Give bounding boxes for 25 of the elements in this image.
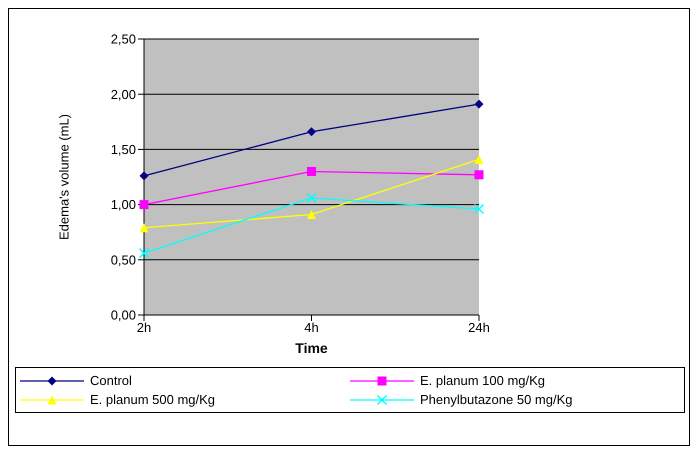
point: [474, 100, 484, 109]
x-tick-label: 4h: [304, 320, 319, 336]
y-tick-label: 1,50: [110, 142, 136, 158]
y-tick-label: 1,00: [110, 197, 136, 212]
y-axis-title: Edema's volume (mL): [56, 114, 72, 240]
x-tick-label: 2h: [136, 320, 152, 336]
point: [307, 127, 316, 136]
y-tick-label: 0,50: [110, 252, 136, 268]
legend-label: E. planum 500 mg/Kg: [90, 392, 216, 407]
point: [307, 166, 316, 176]
y-tick-label: 2,00: [110, 86, 136, 102]
point: [307, 210, 316, 220]
y-tick-label: 0,00: [110, 308, 136, 323]
point: [474, 170, 484, 180]
point: [474, 204, 484, 214]
point: [140, 171, 148, 180]
x-axis-title: Time: [295, 340, 328, 356]
point: [140, 223, 148, 232]
legend-label: Control: [90, 373, 132, 388]
y-tick-label: 2,50: [110, 32, 136, 47]
legend-label: Phenylbutazone 50 mg/Kg: [420, 392, 572, 407]
x-tick-label: 24h: [468, 320, 490, 336]
legend-label: E. planum 100 mg/Kg: [420, 373, 546, 388]
point: [474, 154, 484, 164]
point: [306, 192, 317, 204]
